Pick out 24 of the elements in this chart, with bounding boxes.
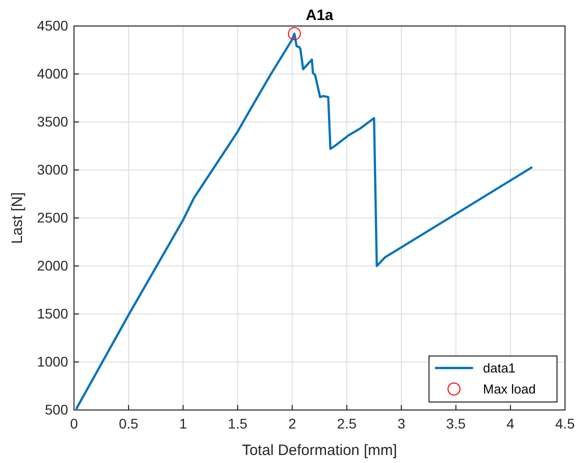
y-tick-label: 1500 bbox=[37, 305, 68, 322]
x-tick-label: 1.5 bbox=[228, 415, 248, 432]
x-tick-label: 4.5 bbox=[555, 415, 575, 432]
y-axis-title: Last [N] bbox=[9, 192, 26, 244]
x-tick-label: 3.5 bbox=[446, 415, 466, 432]
x-tick-label: 4 bbox=[506, 415, 515, 432]
y-tick-label: 500 bbox=[44, 401, 68, 418]
chart-title: A1a bbox=[306, 7, 334, 24]
x-tick-label: 2 bbox=[288, 415, 296, 432]
x-tick-label: 1 bbox=[179, 415, 188, 432]
y-tick-label: 2500 bbox=[37, 209, 68, 226]
x-tick-label: 0.5 bbox=[118, 415, 138, 432]
y-tick-label: 1000 bbox=[37, 353, 68, 370]
y-tick-label: 3500 bbox=[37, 113, 68, 130]
legend-label: data1 bbox=[483, 360, 516, 376]
x-axis-title: Total Deformation [mm] bbox=[242, 442, 398, 459]
y-tick-label: 4500 bbox=[37, 17, 68, 34]
y-tick-label: 4000 bbox=[37, 65, 68, 82]
x-tick-label: 3 bbox=[397, 415, 406, 432]
y-tick-label: 2000 bbox=[37, 257, 68, 274]
legend-label: Max load bbox=[483, 382, 536, 396]
x-tick-label: 2.5 bbox=[337, 415, 357, 432]
y-tick-label: 3000 bbox=[37, 161, 68, 178]
x-tick-label: 0 bbox=[70, 415, 78, 432]
